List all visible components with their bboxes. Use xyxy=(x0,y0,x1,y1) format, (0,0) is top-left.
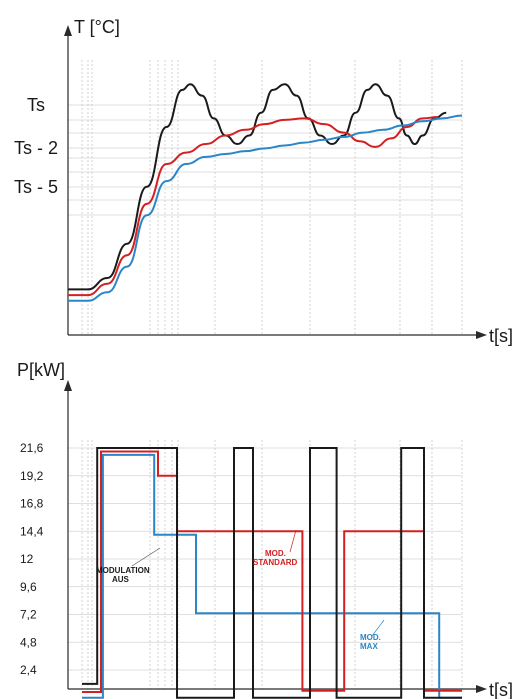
temp-series-modulation-aus xyxy=(68,83,447,291)
temp-x-axis-label: t[s] xyxy=(489,326,513,346)
annotation-mod-standard-1: MOD. xyxy=(265,549,286,558)
power-tick-label: 9,6 xyxy=(20,580,37,594)
annotation-mod-max-1: MOD. xyxy=(360,633,381,642)
power-tick-label: 21,6 xyxy=(20,441,44,455)
temp-series-mod-standard xyxy=(67,115,439,297)
annotation-modulation: MODULATION xyxy=(96,566,150,575)
power-tick-label: 7,2 xyxy=(20,608,37,622)
power-y-axis-label: P[kW] xyxy=(17,360,65,380)
power-y-axis-arrow xyxy=(64,380,72,391)
power-tick-label: 19,2 xyxy=(20,469,44,483)
temperature-chart: T [°C] t[s] Ts Ts - 2 Ts - 5 xyxy=(14,17,513,346)
power-x-axis-label: t[s] xyxy=(489,680,513,699)
annotation-mod-standard-2: STANDARD xyxy=(253,558,298,567)
temp-x-axis-arrow xyxy=(476,331,487,339)
power-tick-label: 4,8 xyxy=(20,635,37,649)
annotation-guide-aus xyxy=(131,547,161,567)
annotation-guide-standard xyxy=(289,529,297,553)
power-tick-label: 2,4 xyxy=(20,663,37,677)
temp-tick-ts: Ts xyxy=(27,95,45,115)
annotation-aus: AUS xyxy=(112,575,130,584)
power-tick-label: 14,4 xyxy=(20,524,44,538)
power-series-modulation-aus xyxy=(82,447,462,699)
temp-series-group xyxy=(67,83,463,302)
power-x-axis-arrow xyxy=(476,685,487,693)
power-vertical-guides xyxy=(81,440,463,689)
power-tick-label: 16,8 xyxy=(20,497,44,511)
power-series-mod-standard xyxy=(82,450,462,693)
temp-tick-ts-5: Ts - 5 xyxy=(14,177,58,197)
temp-vertical-guides xyxy=(81,60,463,335)
annotation-mod-max-2: MAX xyxy=(360,642,378,651)
power-series-group xyxy=(82,447,462,699)
power-tick-label: 12 xyxy=(20,552,34,566)
temp-grid xyxy=(68,104,462,216)
temp-series-mod-max xyxy=(67,114,463,302)
power-series-mod-max xyxy=(82,453,462,699)
power-chart: P[kW] t[s] 2,4 4,8 7,2 9,6 12 14,4 16,8 19,2 21,… xyxy=(17,360,513,699)
power-tick-labels: 2,4 4,8 7,2 9,6 12 14,4 16,8 19,2 21,6 xyxy=(20,441,44,677)
temp-y-axis-arrow xyxy=(64,25,72,36)
annotation-guide-max xyxy=(371,619,385,637)
temp-y-axis-label: T [°C] xyxy=(74,17,120,37)
temp-tick-ts-2: Ts - 2 xyxy=(14,138,58,158)
